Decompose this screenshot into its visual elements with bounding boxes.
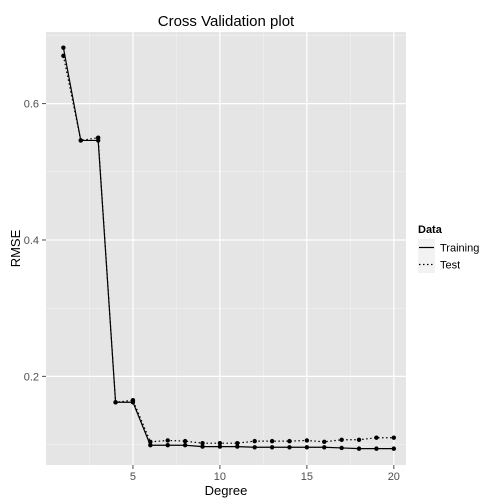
data-point-training	[200, 444, 205, 449]
data-point-test	[269, 438, 275, 444]
legend-key-test-background	[418, 256, 435, 273]
data-point-test	[78, 138, 83, 143]
data-point-test	[304, 438, 310, 443]
data-point-test	[148, 439, 153, 445]
axis-ticks: 5 10 15 20 0.2 0.4 0.6	[24, 99, 400, 483]
data-point-training	[182, 443, 188, 448]
data-point-training	[374, 446, 379, 451]
y-tick-label: 0.6	[24, 99, 39, 111]
series-line-test	[62, 55, 394, 444]
y-tick-label: 0.4	[24, 235, 39, 247]
data-point-training	[339, 445, 344, 451]
data-point-test	[113, 400, 118, 405]
data-point-test	[356, 437, 362, 442]
x-tick-label: 10	[214, 471, 226, 483]
data-point-test	[200, 440, 205, 446]
data-point-test	[374, 435, 379, 440]
x-axis-title: Degree	[205, 483, 248, 498]
data-point-test	[182, 438, 188, 444]
data-point-training	[148, 443, 153, 448]
data-point-training	[165, 443, 170, 448]
data-point-test	[391, 435, 397, 440]
data-point-test	[217, 440, 223, 446]
series-test	[61, 53, 397, 446]
data-point-test	[235, 440, 240, 446]
y-axis-title: RMSE	[8, 229, 23, 267]
data-point-test	[339, 437, 344, 442]
legend-label-training: Training	[440, 243, 479, 255]
data-point-training	[61, 45, 66, 50]
data-point-training	[217, 444, 223, 449]
data-point-training	[322, 445, 327, 450]
legend-label-test: Test	[440, 260, 460, 272]
data-point-training	[391, 446, 397, 451]
data-point-training	[235, 444, 240, 449]
data-point-training	[356, 446, 362, 451]
y-tick-label: 0.2	[24, 371, 39, 383]
data-point-training	[269, 445, 275, 450]
legend-title: Data	[418, 224, 443, 236]
chart-title: Cross Validation plot	[158, 13, 295, 30]
data-point-test	[165, 438, 170, 443]
series-layer	[61, 45, 397, 451]
x-tick-label: 15	[301, 471, 313, 483]
major-gridlines	[46, 32, 406, 465]
x-tick-label: 20	[388, 471, 400, 483]
x-tick-label: 5	[130, 471, 136, 483]
data-point-training	[287, 445, 292, 450]
data-point-training	[252, 445, 257, 450]
data-point-test	[287, 438, 292, 444]
data-point-test	[322, 439, 327, 445]
data-point-test	[252, 438, 257, 444]
data-point-test	[130, 398, 136, 403]
series-line-training	[62, 47, 394, 450]
data-point-training	[304, 445, 310, 450]
legend: Data Training Test	[418, 224, 479, 273]
data-point-test	[61, 53, 66, 59]
plot-panel	[46, 32, 406, 465]
data-point-test	[95, 135, 101, 140]
